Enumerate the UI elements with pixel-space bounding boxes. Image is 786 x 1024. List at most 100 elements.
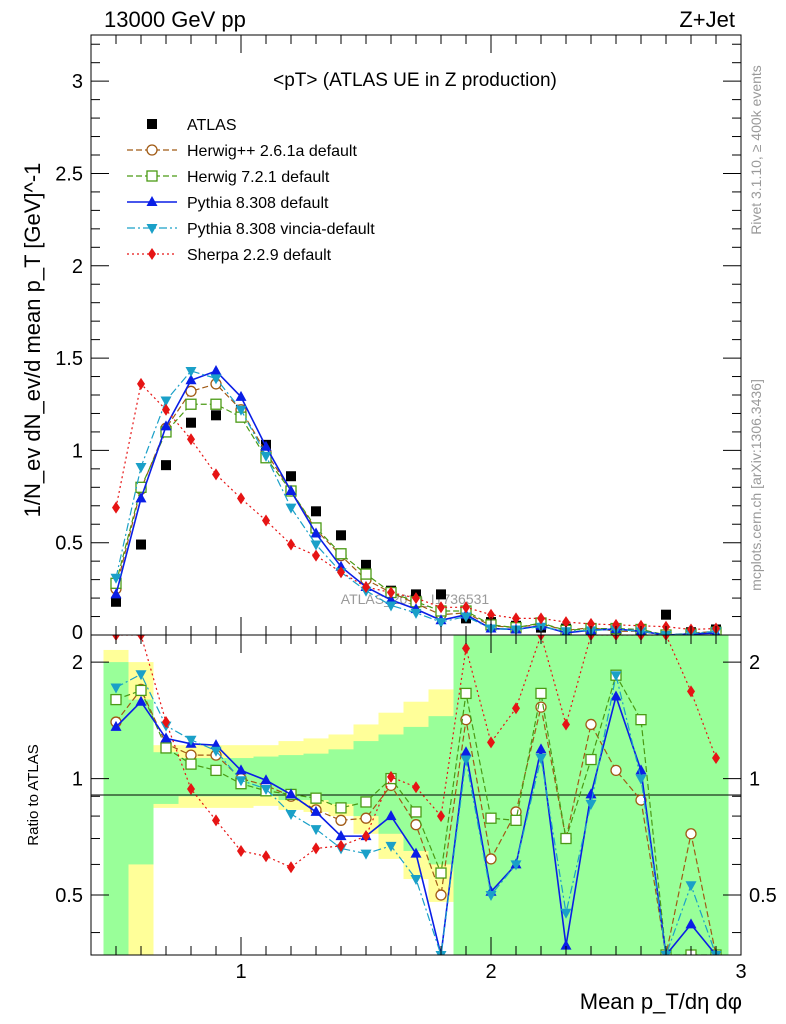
ratio-point (712, 752, 720, 765)
data-point (310, 527, 322, 538)
data-point (487, 608, 495, 621)
ratio-point (560, 908, 572, 919)
upper-y-tick-label: 1.5 (55, 348, 83, 370)
data-point (210, 365, 222, 375)
ratio-point (510, 860, 522, 871)
legend-label: Herwig 7.2.1 default (187, 169, 330, 186)
ratio-point (685, 918, 697, 929)
data-point (235, 390, 247, 401)
ratio-point (610, 671, 622, 682)
ratio-point (410, 875, 422, 886)
ratio-point (335, 814, 347, 826)
upper-y-axis-label: 1/N_ev dN_ev/d mean p_T [GeV]^-1 (20, 163, 45, 518)
ratio-point (635, 714, 647, 726)
upper-y-tick-label: 2 (72, 256, 83, 278)
header-left: 13000 GeV pp (104, 7, 246, 32)
rivet-info: Rivet 3.1.10, ≥ 400k events (748, 65, 764, 235)
ratio-point (385, 810, 397, 821)
legend-item-3: Pythia 8.308 default (127, 195, 329, 212)
data-point (312, 549, 320, 562)
data-point (136, 539, 146, 550)
ratio-point (512, 702, 520, 715)
ratio-point (535, 754, 547, 765)
upper-y-tick-label: 3 (72, 71, 83, 93)
x-tick-label: 1 (235, 961, 246, 983)
ratio-point (610, 690, 622, 701)
ratio-point (585, 718, 597, 731)
upper-series-5 (112, 377, 720, 635)
ratio-band-inner (128, 699, 154, 865)
ratio-point (337, 839, 345, 852)
ratio-point (310, 805, 322, 816)
data-point (185, 385, 197, 397)
ratio-point (260, 784, 272, 795)
data-point (385, 601, 397, 612)
ratio-point (185, 758, 197, 770)
ratio-point (585, 799, 597, 810)
ratio-point (560, 939, 572, 950)
ratio-point (610, 764, 622, 777)
ratio-point (635, 764, 647, 775)
data-point (311, 506, 321, 517)
ratio-point (487, 736, 495, 749)
data-point (612, 618, 620, 631)
lower-y-tick-label: 2 (72, 652, 83, 674)
chart-title: <pT> (ATLAS UE in Z production) (273, 70, 557, 91)
ratio-point (462, 642, 470, 655)
upper-y-tick-label: 0.5 (55, 533, 83, 555)
legend: ATLAS Herwig++ 2.6.1a default Herwig 7.2.1… (127, 117, 375, 264)
ratio-point (162, 716, 170, 729)
data-point (387, 586, 395, 599)
legend-item-5: Sherpa 2.2.9 default (127, 247, 332, 264)
data-point (161, 460, 171, 471)
ratio-point (135, 684, 147, 697)
ratio-point (585, 753, 597, 766)
ratio-point (385, 841, 397, 852)
ratio-point (687, 685, 695, 698)
upper-plot-area (91, 35, 741, 635)
ratio-point (685, 881, 697, 892)
data-point (335, 560, 347, 571)
ratio-point (635, 774, 647, 785)
data-point (212, 468, 220, 481)
header-right: Z+Jet (679, 7, 735, 32)
ratio-point (335, 830, 347, 841)
ratio-point (535, 687, 547, 700)
lower-y-tick-label-right: 2 (749, 652, 760, 674)
data-point (562, 616, 570, 629)
data-point (361, 559, 371, 570)
data-point (410, 608, 422, 619)
data-point (237, 492, 245, 505)
data-point (111, 596, 121, 607)
ratio-point (187, 782, 195, 795)
ratio-band-inner (203, 758, 229, 797)
ratio-point (235, 776, 247, 787)
legend-marker (146, 196, 158, 206)
data-point (112, 501, 120, 514)
ratio-point (110, 683, 122, 694)
ratio-point (360, 849, 372, 860)
lower-y-tick-label-right: 1 (749, 769, 760, 791)
legend-item-2: Herwig 7.2.1 default (127, 169, 330, 186)
ratio-point (310, 825, 322, 836)
lower-series-group (110, 635, 722, 955)
ratio-point (135, 695, 147, 706)
ratio-point (485, 812, 497, 824)
data-point (260, 451, 272, 462)
ratio-point (435, 889, 447, 901)
ratio-point (212, 814, 220, 827)
ratio-point (410, 847, 422, 858)
ratio-point (437, 810, 445, 823)
data-point (286, 471, 296, 482)
data-point (186, 417, 196, 428)
ratio-point (310, 792, 322, 804)
legend-marker (146, 224, 158, 234)
upper-y-tick-label: 0 (72, 622, 83, 644)
ratio-series-3 (110, 670, 722, 955)
data-point (437, 601, 445, 614)
data-point (460, 612, 472, 623)
ratio-band-inner (328, 749, 354, 804)
ratio-point (410, 806, 422, 818)
legend-marker (148, 248, 156, 260)
